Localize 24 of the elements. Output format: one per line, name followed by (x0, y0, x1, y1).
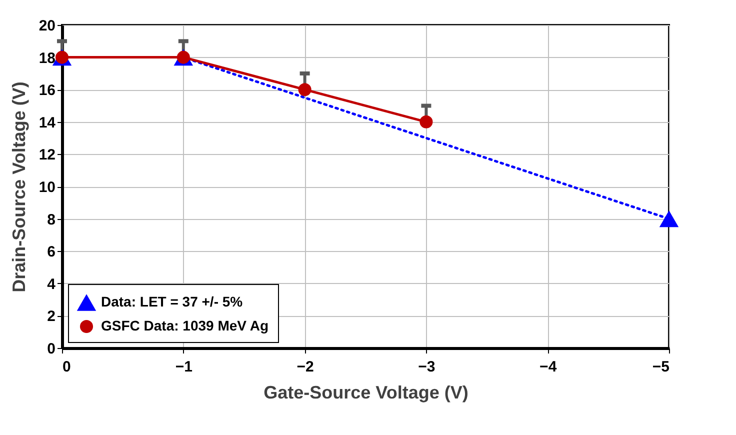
x-tick-label: −4 (540, 358, 558, 376)
y-tick-label: 0 (47, 340, 56, 358)
x-tick-label: −5 (652, 358, 670, 376)
point (659, 210, 679, 228)
point (298, 83, 312, 96)
point (420, 115, 433, 128)
y-tick-label: 8 (47, 211, 56, 228)
y-tick-label: 16 (38, 82, 56, 100)
x-axis-title: Gate-Source Voltage (V) (264, 382, 468, 402)
x-tick-label: −3 (418, 358, 436, 376)
y-tick-label: 6 (47, 244, 56, 261)
y-tick-label: 18 (38, 50, 56, 67)
y-tick-label: 10 (38, 179, 56, 196)
y-tick-label: 4 (47, 276, 56, 293)
y-tick-label: 20 (38, 18, 56, 34)
x-tick-label: −1 (175, 358, 192, 376)
legend-label: GSFC Data: 1039 MeV Ag (101, 318, 269, 334)
y-tick-label: 12 (38, 146, 56, 164)
x-tick-label: 0 (62, 358, 71, 376)
y-tick-label: 14 (38, 114, 56, 132)
y-axis-title: Drain-Source Voltage (V) (8, 82, 29, 292)
x-tick-label: −2 (296, 358, 314, 376)
legend-label: Data: LET = 37 +/- 5% (101, 294, 244, 310)
y-tick-label: 2 (47, 308, 56, 326)
